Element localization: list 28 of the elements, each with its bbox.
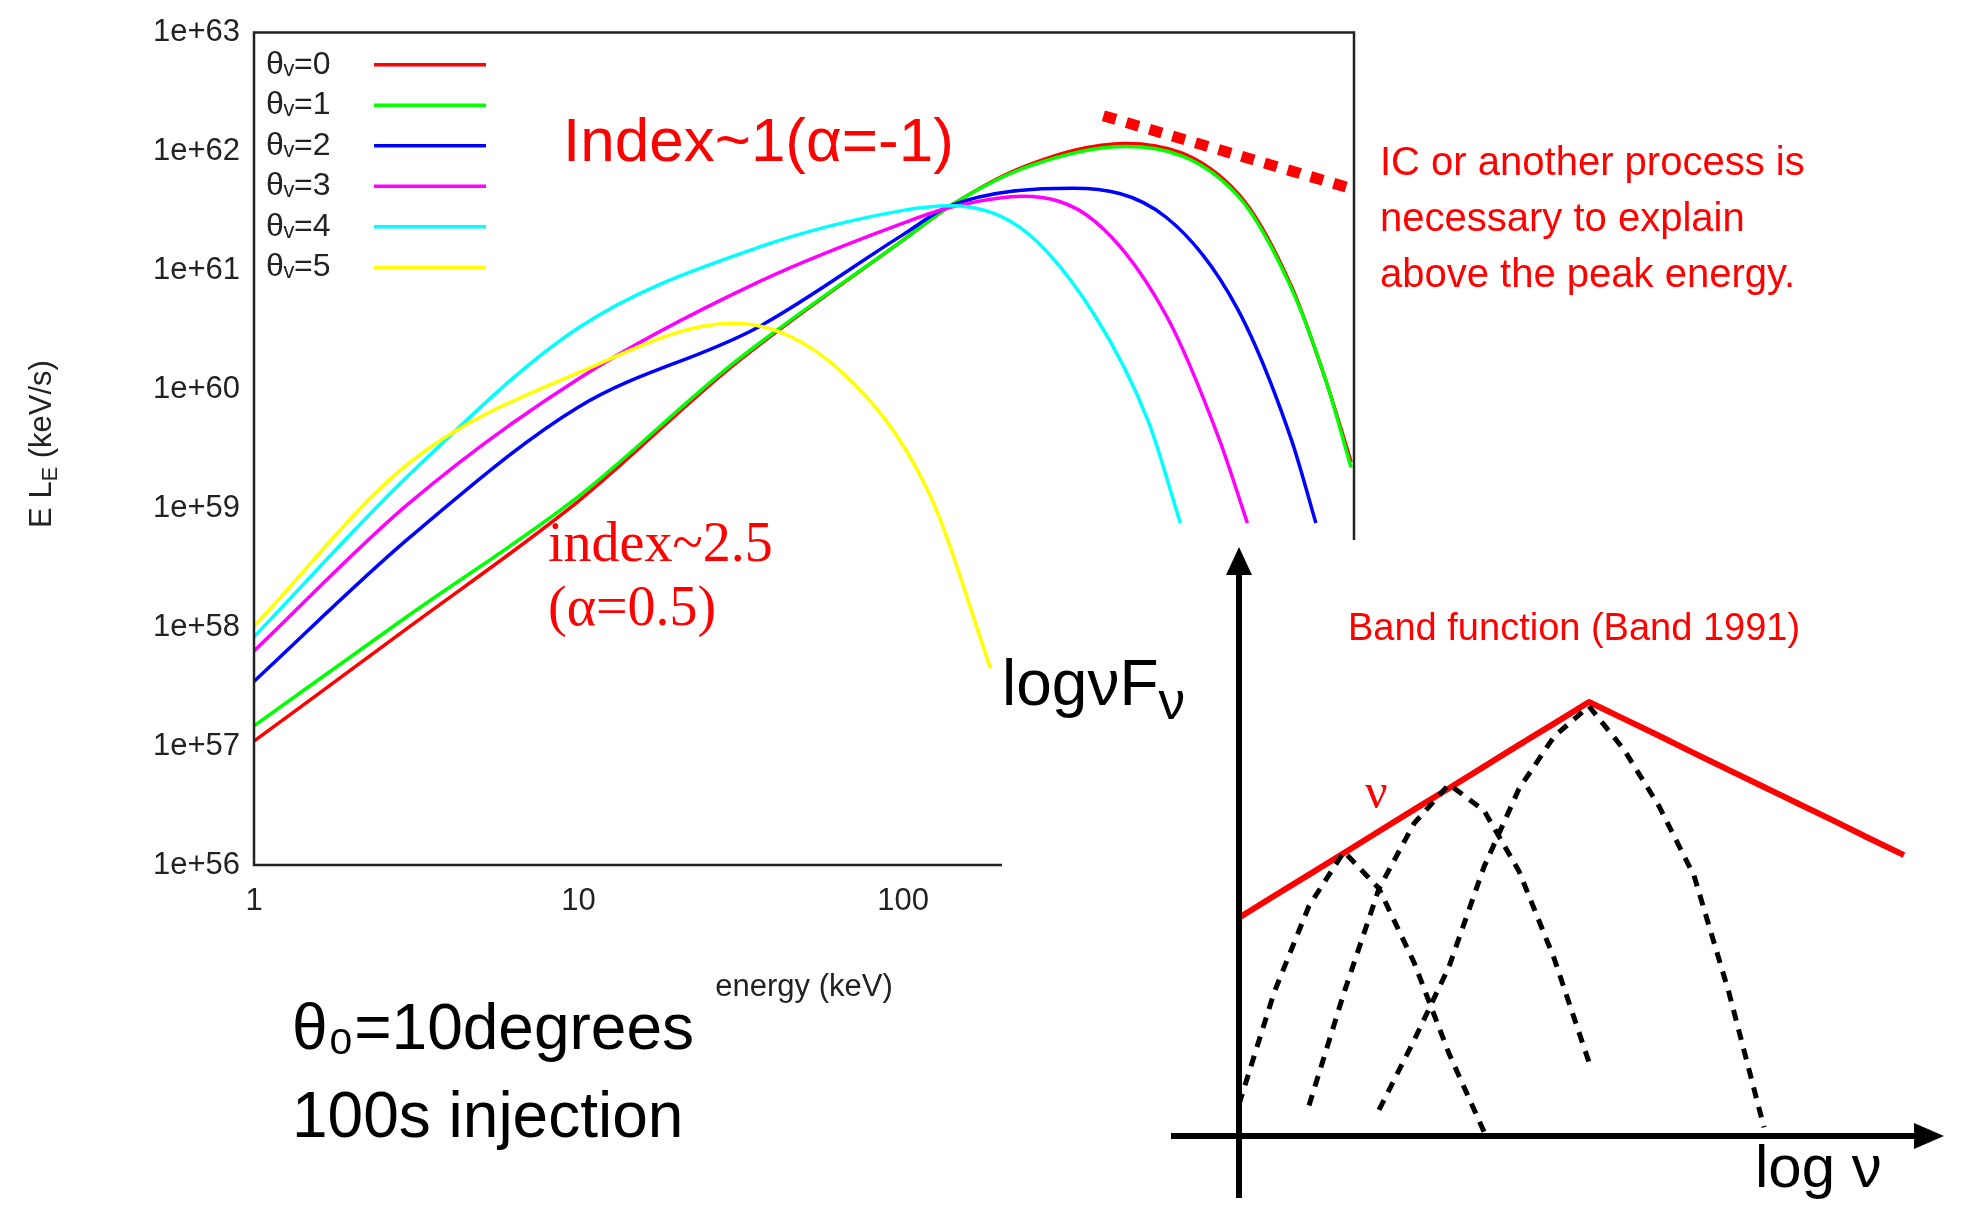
y-tick-label: 1e+56: [152, 845, 240, 881]
y-axis-title: logνF$_{ν}$: [1002, 646, 1186, 731]
annotation: index~2.5 (α=0.5): [548, 510, 774, 638]
annotation: Index~1(α=-1): [563, 104, 955, 175]
x-tick-label: 100: [877, 882, 929, 918]
y-tick-label: 1e+60: [152, 369, 240, 405]
text: IC or another process is necessary to explain above the peak energy.: [1380, 138, 1806, 297]
legend-label: θᵥ=4: [266, 206, 331, 243]
text: Band function (Band 1991): [1348, 606, 1801, 649]
y-tick-label: 1e+61: [152, 250, 240, 286]
y-axis-title: E LE (keV/s): [22, 360, 63, 528]
x-tick-label: 1: [245, 882, 263, 918]
y-tick-label: 1e+57: [152, 726, 240, 762]
text: θ₀=10degrees: [292, 991, 694, 1063]
legend-label: θᵥ=3: [266, 166, 331, 203]
legend-label: θᵥ=0: [266, 44, 331, 81]
y-tick-label: 1e+62: [152, 132, 240, 168]
text: 100s injection: [292, 1078, 685, 1152]
y-tick-label: 1e+63: [152, 13, 240, 49]
y-tick-label: 1e+59: [152, 488, 240, 524]
x-axis-title: log ν: [1755, 1132, 1882, 1201]
legend-label: θᵥ=2: [266, 125, 331, 162]
legend-label: θᵥ=5: [266, 247, 331, 284]
x-tick-label: 10: [561, 882, 596, 918]
y-tick-label: 1e+58: [152, 607, 240, 643]
annotation: ν: [1365, 762, 1389, 820]
legend-label: θᵥ=1: [266, 85, 331, 122]
x-axis-title: energy (keV): [715, 967, 893, 1003]
